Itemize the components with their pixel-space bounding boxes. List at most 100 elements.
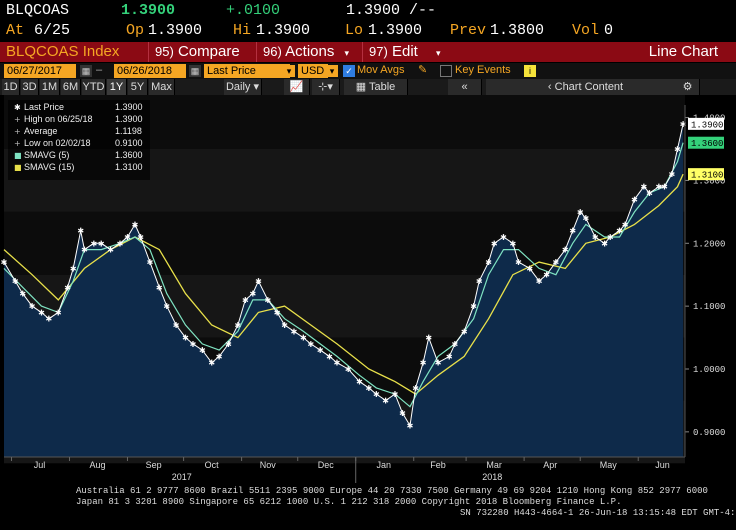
price-point: ✱ [1,258,8,267]
legend-value: 1.1198 [115,126,142,136]
x-year-label: 2017 [172,472,192,482]
x-tick-label: Oct [205,460,220,470]
legend-label: Last Price [24,102,64,112]
end-date-field[interactable]: 06/26/2018 [114,64,186,78]
gear-icon[interactable]: ⚙ [676,79,700,95]
price-point: ✱ [607,233,614,242]
period-button-3d[interactable]: 3D [21,79,39,95]
table-button[interactable]: ▦ Table [344,79,408,95]
ticker-label: BLQCOAS [6,2,70,19]
legend-label: SMAVG (15) [24,162,74,172]
chart-content-button[interactable]: ‹ Chart Content [486,79,686,95]
x-tick-label: Apr [543,460,557,470]
frequency-label: Daily [225,81,251,93]
price-point: ✱ [274,308,281,317]
legend-label: Average [24,126,57,136]
price-point: ✱ [147,258,154,267]
price-point: ✱ [577,208,584,217]
price-point: ✱ [77,227,84,236]
price-point: ✱ [470,302,477,311]
period-button-max[interactable]: Max [149,79,175,95]
chevron-down-icon: ▾ [344,48,350,58]
line-style-icon[interactable]: 📈 [284,79,310,95]
period-button-ytd[interactable]: YTD [82,79,106,95]
price-point: ✱ [98,239,105,248]
field-select[interactable]: Last Price [204,64,290,78]
period-button-1y[interactable]: 1Y [107,79,127,95]
menu-bar: BLQCOAS Index 95) Compare ▾ 96) Actions … [0,42,736,78]
price-point: ✱ [190,340,197,349]
price-point: ✱ [132,220,139,229]
period-button-6m[interactable]: 6M [61,79,81,95]
currency-select[interactable]: USD [298,64,328,78]
legend-value: 1.3900 [115,114,143,124]
price-point: ✱ [81,246,88,255]
price-point: ✱ [485,258,492,267]
open-label: Op [126,22,145,39]
y-tick-label: 0.9000 [693,428,725,438]
price-point: ✱ [392,390,399,399]
price-point: ✱ [281,321,288,330]
pencil-icon[interactable]: ✎ [418,64,428,76]
y-tick-label: 1.3000 [693,176,725,186]
start-date-field[interactable]: 06/27/2017 [4,64,76,78]
legend-label: High on 06/25/18 [24,114,93,124]
last-price-value: 1.3900 [121,2,176,19]
chevron-down-icon[interactable]: ▾ [283,65,295,77]
price-point: ✱ [173,321,180,330]
date-separator: – [96,64,103,76]
crosshair-icon[interactable]: ⊹▾ [312,79,340,95]
calendar-icon[interactable]: ▦ [80,65,92,77]
price-point: ✱ [680,120,687,129]
price-point: ✱ [616,227,623,236]
info-icon[interactable]: i [524,65,536,77]
period-button-5y[interactable]: 5Y [128,79,148,95]
price-point: ✱ [382,396,389,405]
price-point: ✱ [291,327,298,336]
legend-symbol: + [14,115,21,124]
frequency-select[interactable]: Daily ▾ [224,79,262,95]
collapse-left-icon[interactable]: « [448,79,482,95]
actions-button[interactable]: 96) Actions ▾ [256,42,360,62]
low-value: 1.3900 [368,22,423,39]
price-point: ✱ [435,359,442,368]
chevron-left-icon: ‹ [547,81,555,93]
price-point: ✱ [365,384,372,393]
period-button-1d[interactable]: 1D [2,79,20,95]
checkbox-checked-icon[interactable]: ✓ [343,65,355,77]
legend-label: SMAVG (5) [24,150,69,160]
smavg5-tag-bg [688,136,724,149]
edit-button[interactable]: 97) Edit ▾ [362,42,460,62]
legend-value: 1.3600 [115,150,143,160]
bid-ask-value: 1.3900 /-- [346,2,437,19]
price-point: ✱ [225,340,232,349]
price-point: ✱ [107,246,114,255]
legend-value: 1.3900 [115,102,143,112]
chart-settings-bar: 06/27/2017 ▦ – 06/26/2018 ▦ Last Price ▾… [0,63,736,79]
price-point: ✱ [300,334,307,343]
footer: Australia 61 2 9777 8600 Brazil 5511 239… [0,485,736,530]
smavg5-tag: 1.3600 [691,139,723,149]
line-chart: ✱✱✱✱✱✱✱✱✱✱✱✱ ✱✱✱✱✱✱✱✱✱✱✱✱✱✱✱✱✱✱✱✱✱✱✱✱✱✱✱✱… [0,95,736,495]
y-tick-label: 1.2000 [693,239,725,249]
x-tick-label: Jun [655,460,670,470]
x-tick-label: Sep [146,460,162,470]
price-point: ✱ [90,239,97,248]
high-value: 1.3900 [256,22,311,39]
last-price-tag: 1.3900 [691,120,723,130]
x-tick-label: Nov [260,460,277,470]
x-tick-label: Aug [90,460,106,470]
price-point: ✱ [543,271,550,280]
chevron-down-icon[interactable]: ▾ [326,65,338,77]
period-button-1m[interactable]: 1M [40,79,60,95]
security-index-name: BLQCOAS Index [0,42,140,62]
price-point: ✱ [38,308,45,317]
compare-button[interactable]: 95) Compare ▾ [148,42,254,78]
chart-type-title: Line Chart [648,43,718,60]
legend-symbol: ✱ [14,103,21,112]
checkbox-unchecked-icon[interactable] [440,65,452,77]
price-point: ✱ [46,315,53,324]
price-point: ✱ [345,365,352,374]
calendar-icon[interactable]: ▦ [189,65,201,77]
legend-label: Low on 02/02/18 [24,138,91,148]
